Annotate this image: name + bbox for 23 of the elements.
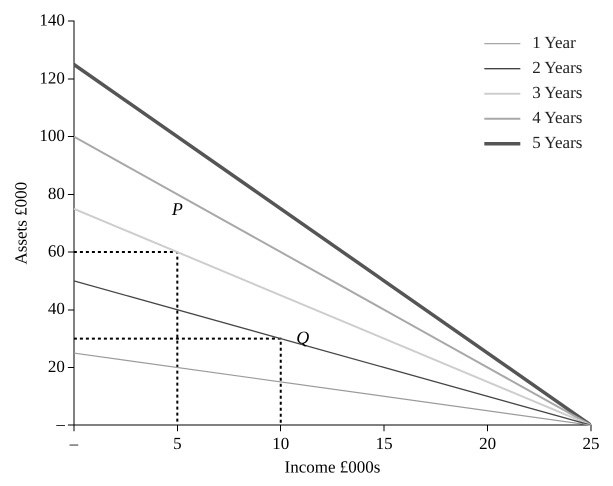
y-tick-label: 40 [48, 299, 65, 318]
y-tick-label: 120 [39, 68, 65, 88]
y-axis-title: Assets £000 [12, 182, 31, 265]
legend-label: 2 Years [532, 58, 582, 78]
legend-label: 3 Years [532, 83, 582, 102]
x-tick-label: 5 [173, 434, 182, 453]
y-tick-label: 80 [48, 184, 65, 203]
legend-label: 1 Year [532, 33, 576, 52]
y-tick-label: 100 [39, 126, 65, 146]
annotation: Q [296, 327, 310, 348]
annotation: P [170, 199, 183, 220]
x-tick-label: 25 [582, 434, 600, 453]
y-tick-label: 60 [48, 242, 65, 261]
x-tick-label: – [68, 434, 79, 453]
x-tick-label: 20 [479, 434, 496, 453]
y-tick-label: 140 [39, 10, 65, 30]
legend-label: 5 Years [532, 133, 582, 152]
x-tick-label: 10 [272, 434, 290, 453]
legend-label: 4 Years [532, 108, 582, 128]
y-tick-label: – [55, 414, 66, 434]
x-tick-label: 15 [376, 434, 393, 453]
y-tick-label: 20 [48, 356, 65, 376]
x-axis-title: Income £000s [284, 457, 380, 476]
